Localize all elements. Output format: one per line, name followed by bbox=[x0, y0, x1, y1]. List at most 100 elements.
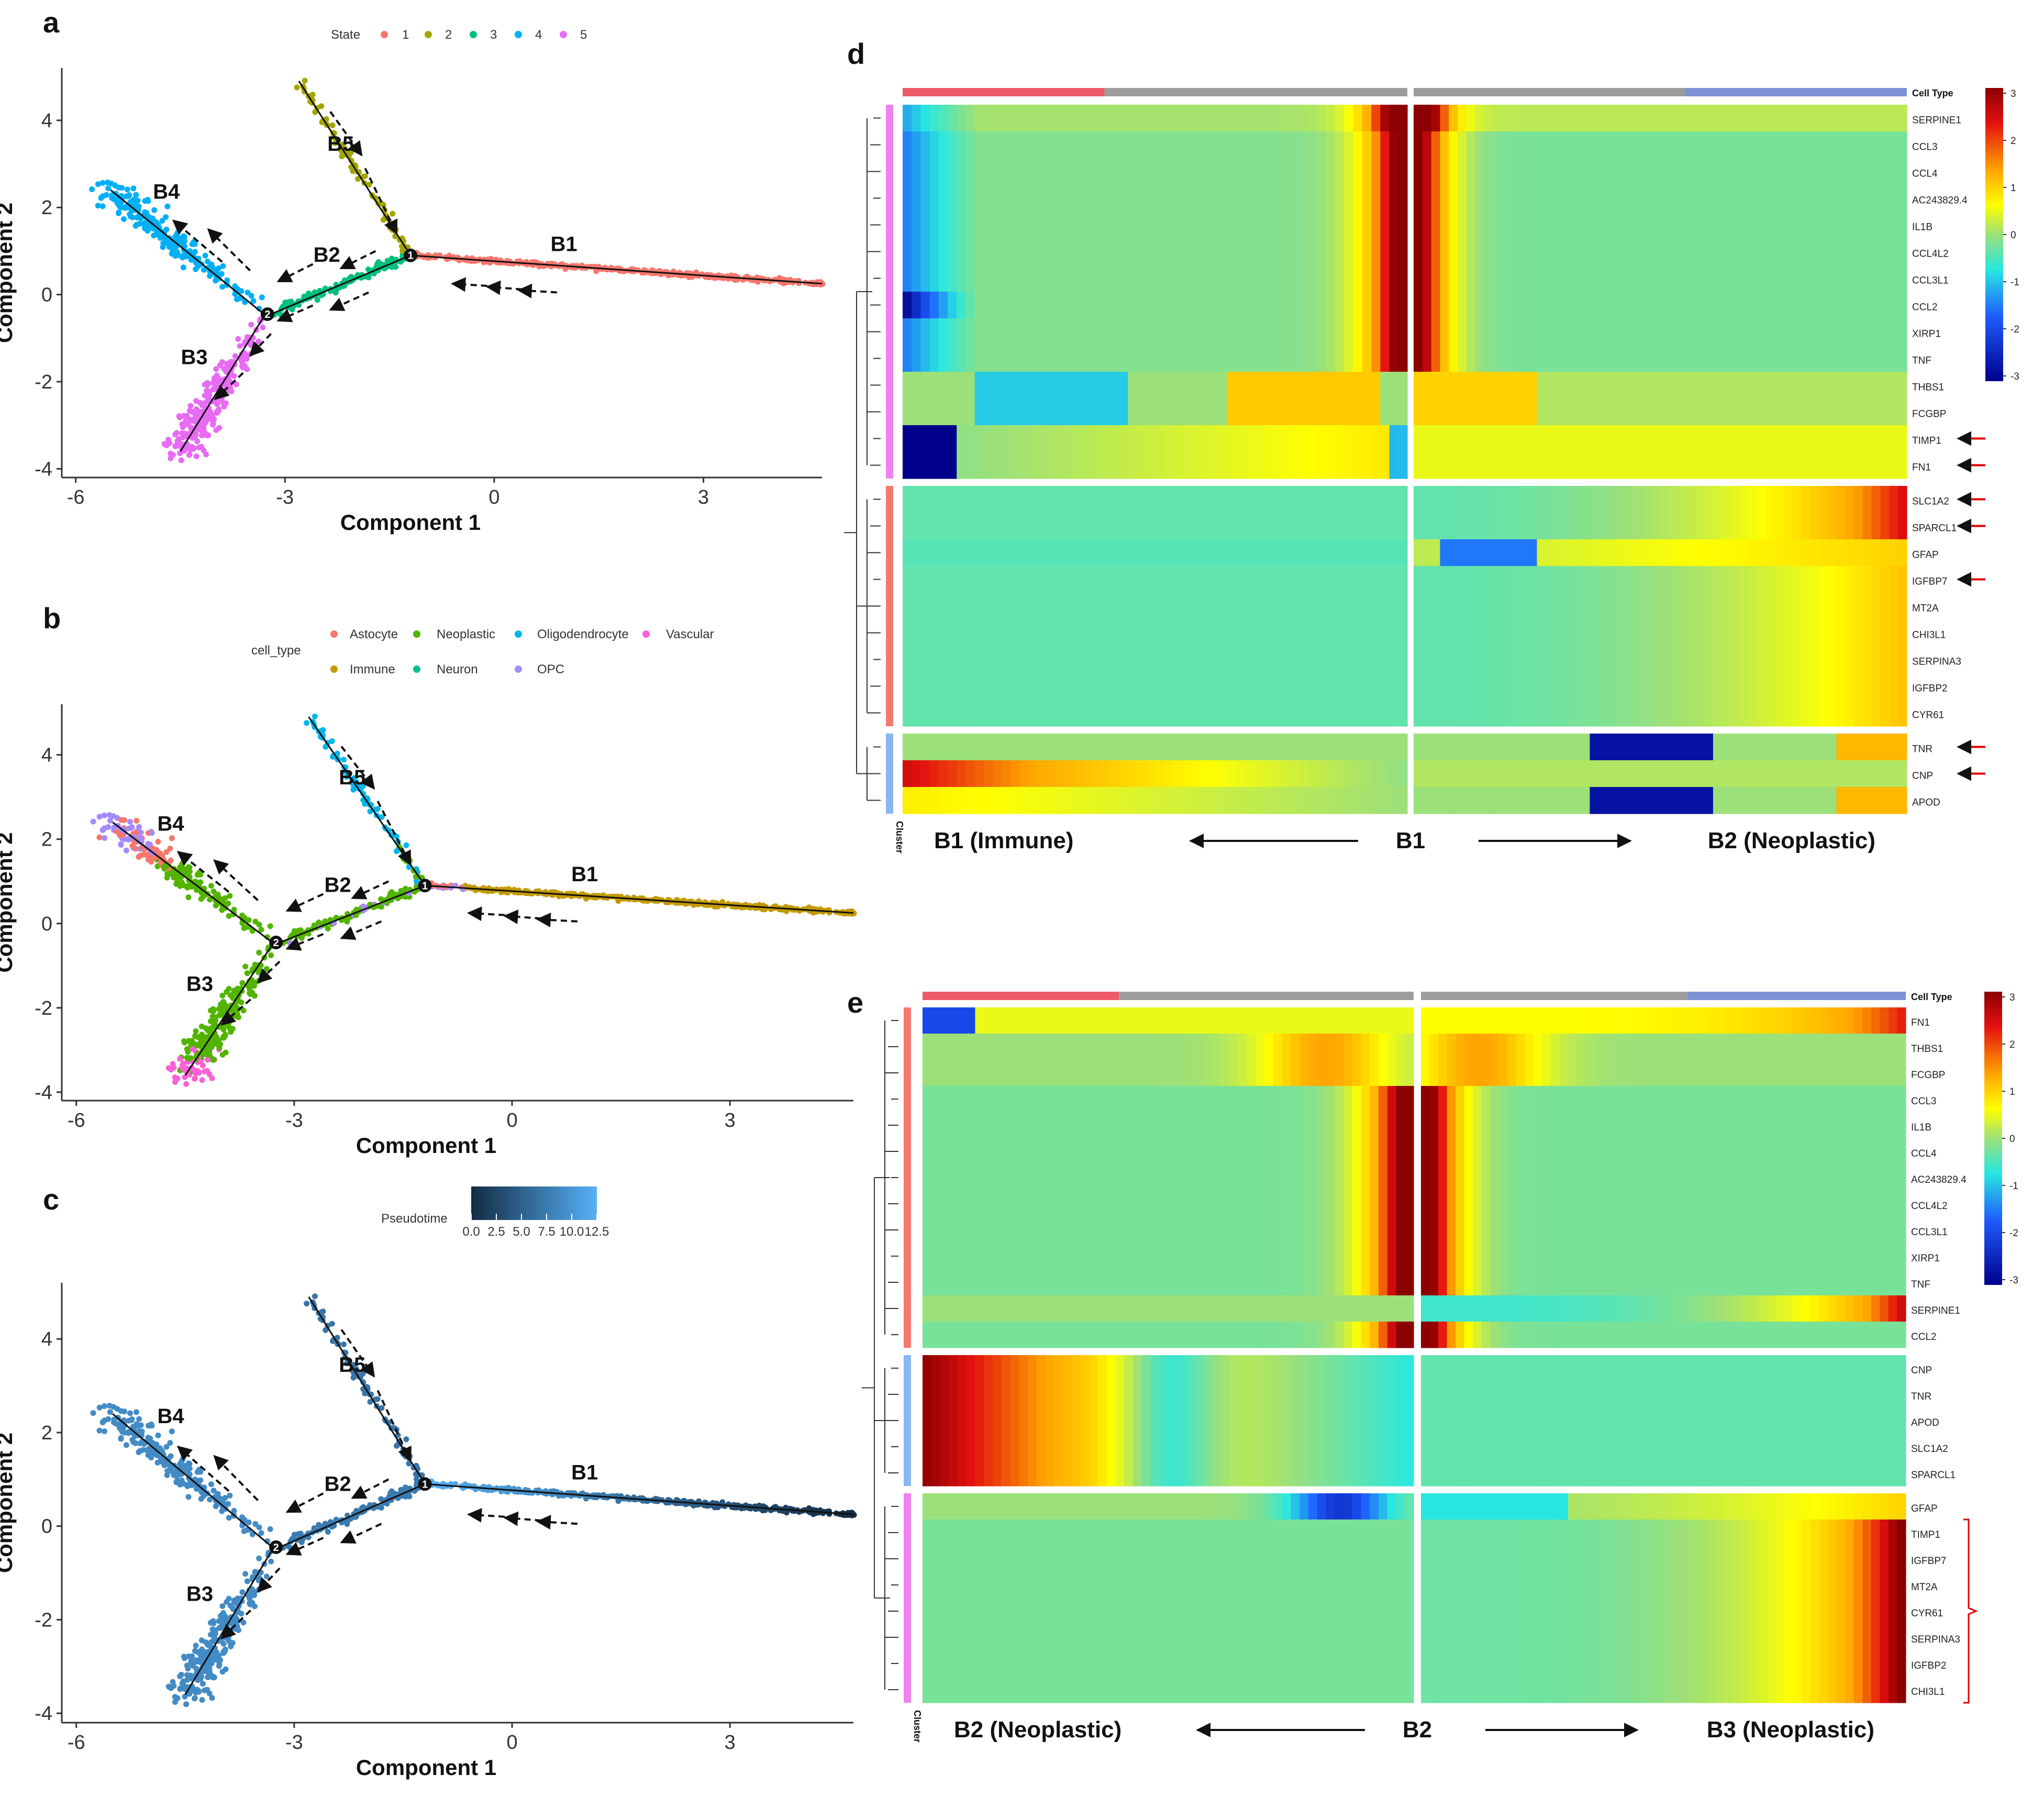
heatmap-cell bbox=[1678, 292, 1687, 319]
heatmap-cell bbox=[1200, 265, 1209, 292]
heatmap-cell bbox=[1669, 398, 1679, 426]
heatmap-cell bbox=[1783, 425, 1793, 452]
data-point bbox=[187, 416, 194, 423]
data-point bbox=[180, 1061, 186, 1068]
heatmap-cell bbox=[1074, 318, 1083, 346]
heatmap-cell bbox=[1431, 238, 1441, 265]
heatmap-cell bbox=[1227, 238, 1237, 265]
branch-node-label: 2 bbox=[273, 1542, 279, 1554]
heatmap-cell bbox=[1458, 398, 1467, 426]
data-point bbox=[256, 1524, 262, 1530]
data-point bbox=[213, 373, 219, 380]
heatmap-cell bbox=[1422, 398, 1432, 426]
heatmap-cell bbox=[1236, 318, 1246, 346]
heatmap-cell bbox=[1146, 212, 1156, 239]
heatmap-row: SERPINE1 bbox=[903, 105, 1961, 132]
heatmap-cell bbox=[929, 212, 939, 239]
heatmap-cell bbox=[1200, 425, 1209, 452]
heatmap-cell bbox=[1704, 238, 1714, 265]
heatmap-cell bbox=[1889, 238, 1898, 265]
heatmap-cell bbox=[1010, 452, 1020, 479]
heatmap-cell bbox=[1010, 105, 1020, 132]
heatmap-cell bbox=[1616, 212, 1626, 239]
heatmap-cell bbox=[1748, 265, 1758, 292]
heatmap-cell bbox=[1074, 185, 1083, 212]
heatmap-cell bbox=[1164, 185, 1174, 212]
heatmap-cell bbox=[1344, 185, 1354, 212]
heatmap-cell bbox=[1889, 398, 1898, 426]
heatmap-cell bbox=[1074, 452, 1083, 479]
data-point bbox=[390, 210, 396, 217]
heatmap-cell bbox=[965, 345, 975, 372]
heatmap-cell bbox=[1047, 158, 1057, 185]
heatmap-cell bbox=[1739, 185, 1749, 212]
heatmap-cell bbox=[1038, 185, 1048, 212]
heatmap-cell bbox=[1862, 292, 1872, 319]
heatmap-cell bbox=[1200, 398, 1209, 426]
heatmap-cell bbox=[1074, 158, 1083, 185]
heatmap-cell bbox=[1281, 318, 1291, 346]
heatmap-cell bbox=[1493, 238, 1502, 265]
heatmap-cell bbox=[1299, 105, 1309, 132]
heatmap-cell bbox=[1765, 345, 1775, 372]
gene-label: CCL4 bbox=[1912, 169, 1938, 180]
panel-b: b cell_type Astocyte Neoplastic Oligoden… bbox=[0, 602, 857, 1158]
data-point bbox=[207, 273, 213, 279]
heatmap-cell bbox=[1660, 372, 1670, 399]
heatmap-cell bbox=[957, 398, 967, 426]
data-point bbox=[227, 1492, 233, 1499]
heatmap-cell bbox=[1598, 212, 1608, 239]
heatmap-cell bbox=[912, 238, 921, 265]
heatmap-cell bbox=[1128, 345, 1138, 372]
data-point bbox=[203, 1668, 209, 1674]
heatmap-cell bbox=[1563, 292, 1573, 319]
branch-label-b5: B5 bbox=[339, 1354, 365, 1377]
heatmap-cell bbox=[993, 131, 1002, 159]
heatmap-cell bbox=[1502, 265, 1511, 292]
heatmap-cell bbox=[1109, 425, 1119, 452]
heatmap-cell bbox=[1642, 105, 1652, 132]
heatmap-cell bbox=[1164, 212, 1174, 239]
heatmap-cell bbox=[1449, 212, 1458, 239]
heatmap-cell bbox=[1721, 372, 1731, 399]
heatmap-cell bbox=[1137, 425, 1147, 452]
data-point bbox=[201, 447, 207, 453]
heatmap-cell bbox=[1218, 158, 1228, 185]
heatmap-cell bbox=[1862, 105, 1872, 132]
heatmap-cell bbox=[1155, 131, 1164, 159]
data-point bbox=[194, 1469, 201, 1475]
heatmap-cell bbox=[1827, 425, 1837, 452]
data-point bbox=[213, 1014, 219, 1020]
heatmap-cell bbox=[1792, 105, 1802, 132]
heatmap-cell bbox=[1398, 372, 1408, 399]
heatmap-cell bbox=[1209, 238, 1219, 265]
heatmap-cell bbox=[1713, 265, 1723, 292]
heatmap-cell bbox=[1792, 318, 1802, 346]
heatmap-cell bbox=[1146, 425, 1156, 452]
heatmap-cell bbox=[1678, 398, 1687, 426]
data-point bbox=[119, 833, 125, 838]
x-axis-title: Component 1 bbox=[356, 1133, 496, 1158]
data-point bbox=[186, 1466, 193, 1472]
heatmap-cell bbox=[957, 131, 967, 159]
data-point bbox=[259, 294, 265, 301]
heatmap-cell bbox=[1721, 318, 1731, 346]
heatmap-cell bbox=[1146, 158, 1156, 185]
heatmap-cell bbox=[1317, 398, 1327, 426]
heatmap-cell bbox=[957, 105, 967, 132]
heatmap-cell bbox=[1128, 158, 1138, 185]
heatmap-cell bbox=[1827, 345, 1837, 372]
heatmap-cell bbox=[1389, 105, 1399, 132]
heatmap-cell bbox=[938, 212, 948, 239]
data-point bbox=[609, 893, 615, 900]
data-point bbox=[203, 451, 209, 458]
heatmap-cell bbox=[1362, 131, 1372, 159]
heatmap-cell bbox=[1458, 131, 1467, 159]
heatmap-cell bbox=[1634, 345, 1643, 372]
heatmap-cell bbox=[1200, 158, 1209, 185]
heatmap-cell bbox=[1484, 105, 1493, 132]
heatmap-cell bbox=[938, 158, 948, 185]
heatmap-cell bbox=[1431, 185, 1441, 212]
heatmap-cell bbox=[1713, 185, 1723, 212]
heatmap-cell bbox=[1572, 425, 1582, 452]
